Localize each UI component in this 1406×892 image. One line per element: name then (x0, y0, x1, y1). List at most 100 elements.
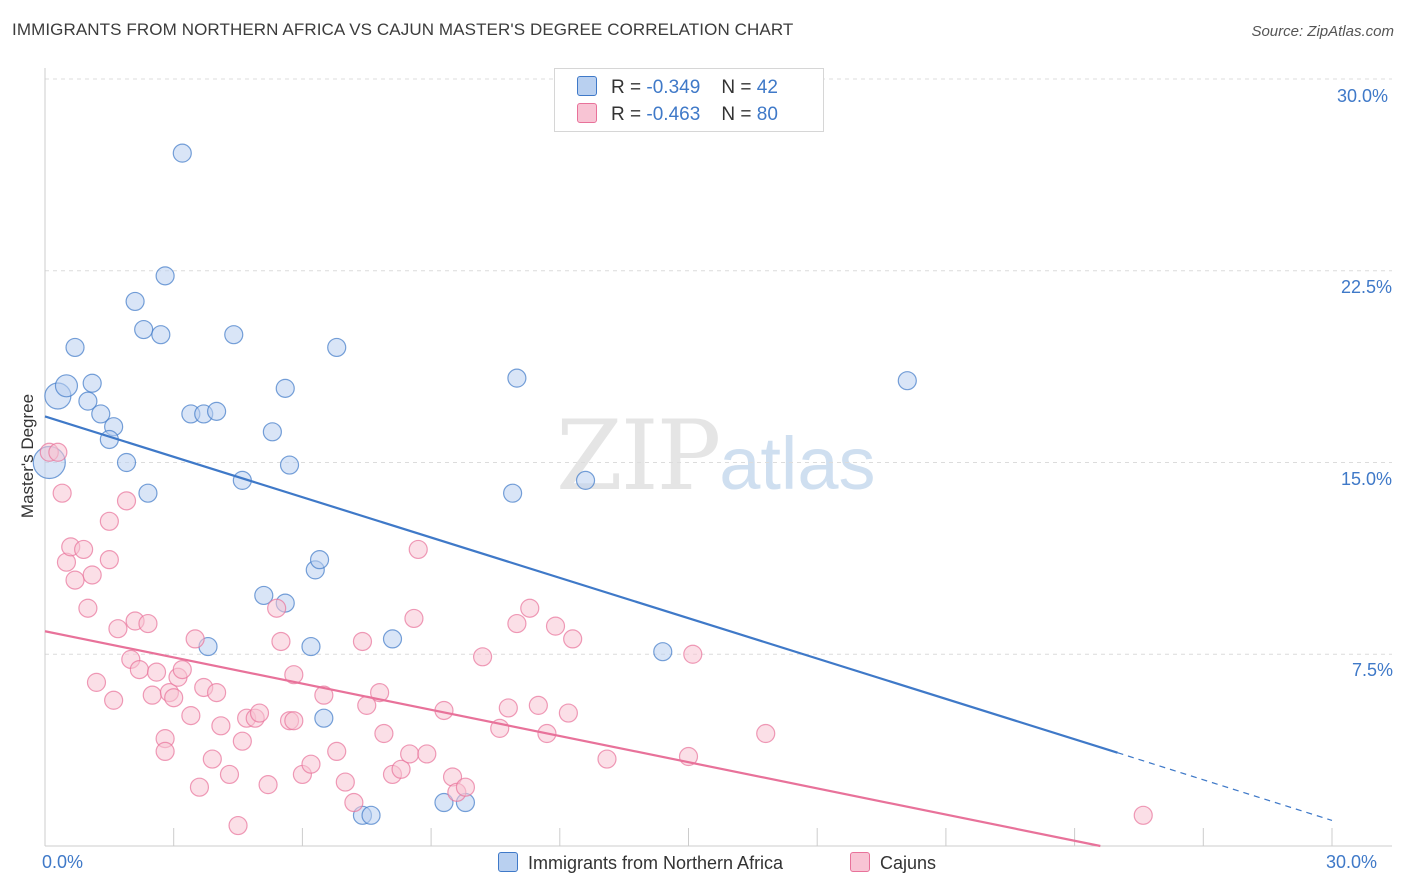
blue-point-4 (65, 337, 85, 358)
pink-point-20 (146, 662, 167, 682)
blue-point-35 (507, 368, 527, 388)
pink-point-66 (472, 647, 493, 667)
pink-point-17 (129, 659, 149, 680)
blue-r-value: -0.349 (646, 77, 701, 98)
blue-point-36 (503, 483, 523, 503)
pink-point-35 (228, 815, 248, 836)
pink-r-label: R = (611, 104, 642, 125)
pink-point-79 (756, 723, 776, 744)
x-tick-label-min: 0.0% (42, 852, 84, 872)
pink-point-19 (142, 685, 162, 705)
source-label: Source: ZipAtlas.com (1251, 23, 1394, 40)
pink-point-13 (108, 619, 128, 639)
bottom-blue-swatch (498, 852, 518, 872)
y-tick-label-15: 15.0% (1341, 469, 1393, 489)
y-axis-label: Master's Degree (18, 393, 37, 519)
blue-point-13 (155, 266, 175, 286)
blue-trend-extension (1117, 752, 1333, 822)
pink-point-76 (597, 749, 617, 769)
pink-trend-line (44, 630, 1101, 848)
pink-point-59 (404, 608, 424, 629)
pink-point-39 (249, 703, 270, 723)
bottom-legend-blue: Immigrants from Northern Africa (498, 852, 783, 874)
pink-point-7 (78, 598, 98, 618)
pink-point-42 (271, 631, 291, 652)
blue-n-label: N = (721, 77, 752, 98)
blue-point-31 (361, 805, 381, 825)
bottom-pink-label: Cajuns (880, 853, 937, 873)
blue-point-40 (138, 483, 158, 503)
blue-point-39 (897, 371, 917, 391)
y-tick-label-22-5: 22.5% (1341, 277, 1393, 297)
y-tick-label-7-5: 7.5% (1352, 660, 1394, 680)
blue-point-9 (125, 291, 145, 312)
pink-point-48 (314, 685, 334, 705)
pink-point-54 (370, 682, 390, 703)
pink-point-40 (258, 775, 278, 795)
chart-title: IMMIGRANTS FROM NORTHERN AFRICA VS CAJUN… (12, 20, 794, 39)
pink-point-57 (391, 759, 411, 779)
blue-point-11 (151, 325, 171, 345)
pink-point-32 (207, 682, 227, 703)
pink-point-41 (267, 598, 287, 618)
blue-point-5 (91, 404, 111, 424)
blue-trend-line (44, 415, 1118, 754)
pink-point-11 (99, 550, 119, 570)
blue-point-12 (172, 143, 192, 163)
blue-point-33 (434, 792, 454, 813)
pink-point-27 (181, 706, 201, 726)
pink-point-60 (417, 744, 437, 764)
blue-point-17 (207, 401, 227, 421)
pink-point-1 (48, 442, 68, 462)
pink-point-31 (202, 749, 222, 769)
blue-point-21 (275, 378, 295, 398)
pink-point-47 (301, 754, 321, 774)
pink-point-18 (138, 613, 158, 634)
x-tick-label-max: 30.0% (1326, 852, 1378, 872)
pink-point-10 (99, 511, 119, 531)
pink-point-29 (189, 777, 210, 797)
blue-point-28 (309, 550, 330, 570)
blue-point-18 (224, 325, 244, 345)
pink-point-28 (185, 629, 205, 649)
blue-point-25 (301, 636, 321, 657)
watermark-zip: ZIP (556, 400, 721, 512)
pink-point-74 (558, 703, 578, 723)
blue-point-37 (575, 470, 596, 490)
pink-point-5 (65, 570, 85, 590)
blue-point-20 (262, 422, 282, 442)
pink-point-36 (232, 731, 252, 751)
blue-point-29 (327, 337, 347, 358)
blue-point-22 (279, 455, 300, 475)
pink-point-33 (211, 716, 231, 736)
pink-point-55 (374, 723, 394, 744)
pink-swatch (577, 103, 597, 123)
bottom-pink-swatch (850, 852, 870, 872)
watermark: ZIPatlas (556, 400, 876, 512)
y-tick-label-30: 30.0% (1337, 86, 1389, 106)
stats-legend-pink-row: R = -0.463 N = 80 (577, 103, 778, 126)
pink-point-65 (455, 777, 476, 797)
pink-point-61 (408, 539, 428, 560)
pink-point-80 (1133, 805, 1153, 825)
pink-point-14 (116, 491, 137, 511)
bottom-blue-label: Immigrants from Northern Africa (528, 853, 784, 873)
pink-point-70 (520, 598, 540, 618)
pink-point-24 (164, 688, 184, 708)
blue-point-2 (78, 391, 98, 411)
pink-point-45 (284, 711, 304, 731)
pink-point-34 (219, 764, 240, 785)
pink-point-58 (400, 744, 420, 764)
blue-point-3 (82, 373, 102, 393)
pink-point-78 (683, 644, 703, 664)
blue-n-value: 42 (756, 77, 778, 98)
stats-legend: R = -0.349 N = 42 R = -0.463 N = 80 (554, 68, 824, 132)
stats-legend-blue-row: R = -0.349 N = 42 (577, 76, 778, 99)
pink-point-12 (104, 690, 124, 710)
pink-point-52 (352, 631, 373, 652)
pink-r-value: -0.463 (646, 104, 701, 125)
pink-point-44 (284, 665, 304, 685)
pink-point-71 (528, 695, 548, 715)
pink-point-6 (74, 539, 94, 560)
